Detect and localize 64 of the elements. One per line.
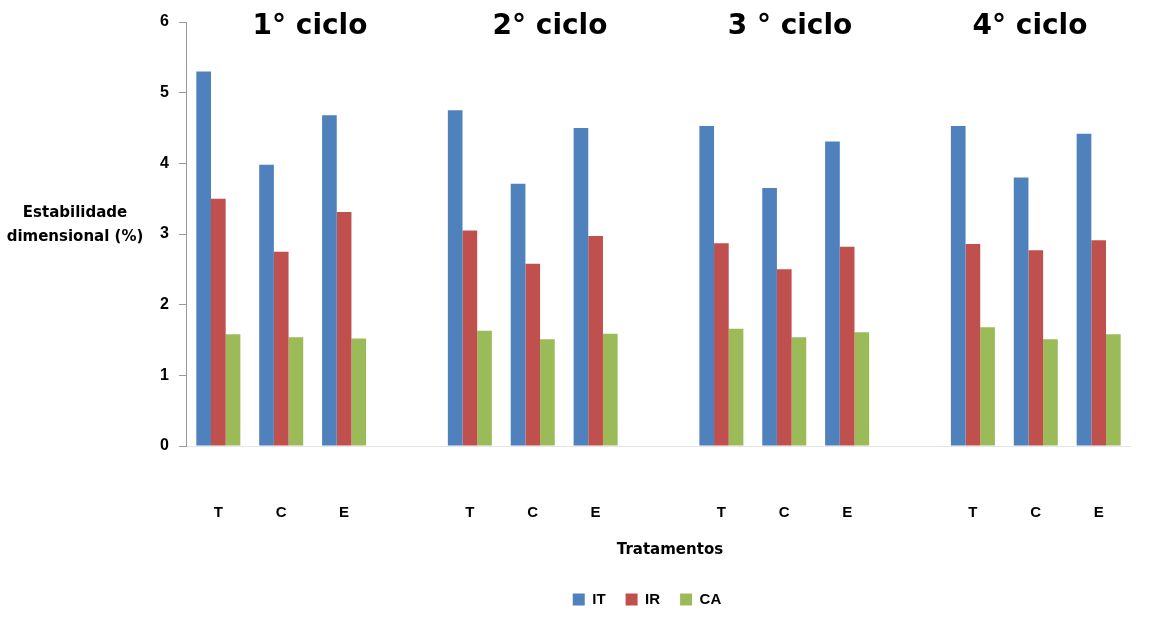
bar xyxy=(462,230,478,446)
bar xyxy=(225,334,241,446)
bar xyxy=(602,333,618,446)
legend-label: CA xyxy=(699,589,722,607)
y-tick-label: 3 xyxy=(159,224,169,242)
x-tick-label: E xyxy=(1093,503,1104,521)
y-tick-label: 4 xyxy=(159,153,169,171)
bar xyxy=(714,243,729,446)
x-tick-label: T xyxy=(213,503,223,521)
y-tick-label: 0 xyxy=(159,436,169,454)
x-tick-label: T xyxy=(465,503,475,521)
bar xyxy=(510,183,526,446)
bar xyxy=(791,337,807,446)
annotation: 4° ciclo xyxy=(971,8,1089,41)
x-tick-label: C xyxy=(527,503,539,521)
annotation: 1° ciclo xyxy=(251,8,369,41)
bar xyxy=(273,251,289,446)
bar xyxy=(980,327,995,446)
bar xyxy=(588,236,603,446)
legend-label: IR xyxy=(645,589,661,607)
bar xyxy=(1076,133,1092,446)
bar xyxy=(1043,339,1058,446)
x-tick-label: T xyxy=(716,503,726,521)
bar xyxy=(573,128,589,446)
x-tick-label: C xyxy=(275,503,287,521)
bar xyxy=(1028,250,1044,446)
bar xyxy=(525,263,541,446)
bar xyxy=(211,198,226,446)
bar xyxy=(1106,334,1121,446)
x-tick-label: T xyxy=(968,503,978,521)
bar xyxy=(540,339,555,446)
y-axis-title: Estabilidade dimensional (%) xyxy=(5,202,145,247)
legend-label: IT xyxy=(592,589,606,607)
bar xyxy=(854,332,870,446)
x-axis-title: Tratamentos xyxy=(615,540,725,558)
x-tick-label: C xyxy=(778,503,790,521)
x-tick-label: E xyxy=(590,503,601,521)
bar xyxy=(336,212,352,446)
x-tick-label: E xyxy=(842,503,853,521)
bar xyxy=(965,243,981,446)
bar xyxy=(1091,240,1106,446)
bar xyxy=(477,330,492,446)
y-tick-label: 1 xyxy=(159,365,169,383)
bar xyxy=(447,110,463,446)
bar xyxy=(322,115,337,446)
annotation: 3 ° ciclo xyxy=(726,8,854,41)
bar xyxy=(728,328,744,446)
bar xyxy=(259,164,274,446)
x-tick-label: C xyxy=(1030,503,1042,521)
bar xyxy=(950,125,966,446)
bar xyxy=(776,269,792,446)
y-tick-label: 2 xyxy=(159,295,169,313)
bar xyxy=(351,338,367,446)
bar xyxy=(288,337,304,446)
bar xyxy=(825,141,840,446)
bar xyxy=(839,246,855,446)
y-tick-label: 5 xyxy=(159,83,169,101)
annotation: 2° ciclo xyxy=(491,8,609,41)
bar xyxy=(699,125,715,446)
bar xyxy=(762,188,777,446)
bar xyxy=(196,71,211,446)
y-tick-label: 6 xyxy=(159,12,169,30)
bar xyxy=(1013,177,1029,446)
x-tick-label: E xyxy=(339,503,350,521)
